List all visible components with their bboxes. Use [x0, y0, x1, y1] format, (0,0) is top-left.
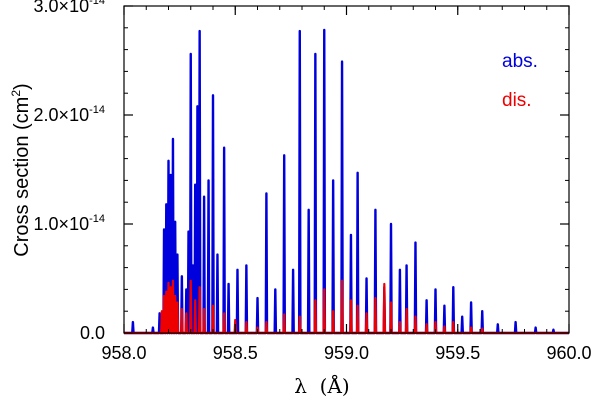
x-tick-label: 958.5	[213, 343, 258, 363]
x-axis-title: λ (Å)	[294, 373, 349, 398]
legend-abs: abs.	[502, 51, 538, 72]
y-axis-title: Cross section (cm2)	[9, 83, 33, 256]
x-tick-label: 959.5	[435, 343, 480, 363]
y-tick-label: 1.0×10-14	[34, 213, 105, 234]
ticks-layer: 958.0 958.5 959.0 959.5 960.0 0.0 1.0×10-14 2.0…	[34, 0, 592, 363]
series-layer	[124, 28, 569, 335]
legend-dis: dis.	[502, 90, 532, 111]
y-tick-label: 2.0×10-14	[34, 104, 105, 125]
x-tick-label: 958.0	[101, 343, 146, 363]
series-dis-line	[124, 279, 569, 335]
x-tick-label: 959.0	[324, 343, 369, 363]
series-abs-line	[124, 28, 569, 335]
y-tick-label: 3.0×10-14	[34, 0, 105, 16]
y-tick-label: 0.0	[80, 323, 105, 343]
x-tick-label: 960.0	[546, 343, 591, 363]
